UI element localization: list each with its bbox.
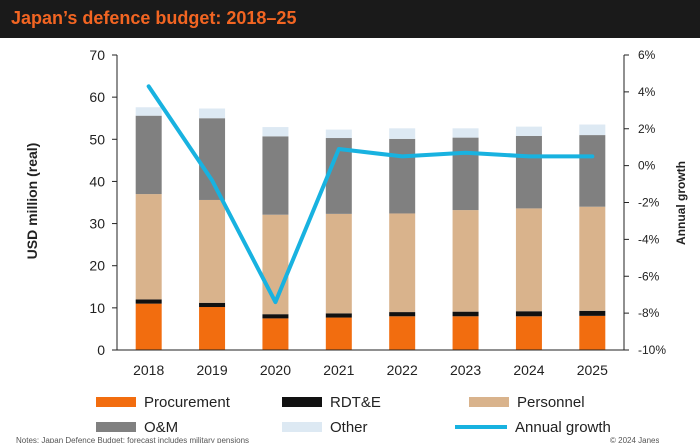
legend-swatch-other [282, 422, 322, 432]
bar-segment-o-m-2022 [389, 138, 416, 214]
legend-annual-growth: Annual growth [455, 417, 611, 437]
y2-tick-label: -10% [638, 343, 666, 357]
legend-swatch-om [96, 422, 136, 432]
bar-segment-rdt-e-2024 [515, 311, 542, 317]
legend-label-rdte: RDT&E [330, 393, 381, 411]
legend-label-om: O&M [144, 418, 179, 436]
y-axis-label: USD million (real) [24, 143, 40, 260]
x-tick-label: 2023 [450, 362, 481, 378]
bar-segment-procurement-2019 [199, 307, 226, 350]
bar-segment-procurement-2024 [515, 316, 542, 350]
bar-segment-procurement-2020 [262, 318, 289, 350]
x-tick-label: 2018 [133, 362, 164, 378]
left-axis-ticks: 0 10 20 30 40 50 60 70 [89, 47, 117, 358]
bar-segment-o-m-2025 [579, 135, 606, 207]
right-axis-ticks: -10% -8% -6% -4% -2% 0% 2% 4% 6% [624, 48, 666, 357]
bar-segment-rdt-e-2019 [199, 302, 226, 308]
bar-segment-other-2022 [389, 128, 416, 139]
stacked-bars [135, 107, 606, 350]
y2-tick-label: 6% [638, 48, 656, 62]
y-tick-label: 10 [89, 300, 105, 316]
bar-segment-personnel-2025 [579, 206, 606, 311]
footnote: Notes: Japan Defence Budget; forecast in… [16, 436, 250, 443]
legend-personnel: Personnel [469, 392, 585, 412]
bar-segment-o-m-2018 [135, 115, 162, 195]
bar-segment-other-2025 [579, 124, 606, 136]
legend-rdte: RDT&E [282, 392, 381, 412]
bar-segment-procurement-2022 [389, 316, 416, 350]
x-tick-label: 2019 [196, 362, 227, 378]
bar-segment-other-2019 [199, 108, 226, 119]
y-tick-label: 60 [89, 89, 105, 105]
bar-segment-personnel-2024 [515, 208, 542, 312]
bar-segment-rdt-e-2020 [262, 314, 289, 319]
footnote-credit: © 2024 Janes [610, 436, 660, 443]
legend-swatch-procurement [96, 397, 136, 407]
legend-swatch-personnel [469, 397, 509, 407]
y2-tick-label: -8% [638, 306, 660, 320]
bar-segment-procurement-2025 [579, 315, 606, 350]
y2-tick-label: 0% [638, 159, 656, 173]
legend-label-other: Other [330, 418, 368, 436]
x-tick-label: 2022 [387, 362, 418, 378]
y-tick-label: 40 [89, 173, 105, 189]
y2-tick-label: 4% [638, 85, 656, 99]
annual-growth-line [146, 84, 595, 305]
bar-segment-other-2021 [325, 129, 352, 139]
x-tick-label: 2024 [513, 362, 544, 378]
bar-segment-personnel-2021 [325, 213, 352, 314]
bar-segment-o-m-2020 [262, 136, 289, 215]
y2-tick-label: -4% [638, 232, 660, 246]
bar-segment-rdt-e-2023 [452, 311, 479, 317]
legend: Procurement RDT&E Personnel O&M Other An… [0, 388, 700, 443]
title-bar: Japan’s defence budget: 2018–25 [0, 0, 700, 38]
y-tick-label: 20 [89, 258, 105, 274]
bar-segment-o-m-2023 [452, 137, 479, 211]
legend-swatch-rdte [282, 397, 322, 407]
y-tick-label: 30 [89, 216, 105, 232]
y2-axis-label: Annual growth [674, 161, 688, 245]
x-axis-labels: 2018 2019 2020 2021 2022 2023 2024 2025 [133, 362, 608, 378]
x-tick-label: 2025 [577, 362, 608, 378]
y2-tick-label: -2% [638, 196, 660, 210]
legend-label-personnel: Personnel [517, 393, 585, 411]
bar-segment-other-2024 [515, 126, 542, 136]
x-tick-label: 2021 [323, 362, 354, 378]
bar-segment-rdt-e-2018 [135, 299, 162, 304]
x-tick-label: 2020 [260, 362, 291, 378]
legend-label-annual-growth: Annual growth [515, 418, 611, 436]
y2-tick-label: -6% [638, 269, 660, 283]
axes [116, 55, 625, 351]
legend-procurement: Procurement [96, 392, 230, 412]
bar-segment-o-m-2024 [515, 135, 542, 209]
legend-label-procurement: Procurement [144, 393, 230, 411]
y-tick-label: 50 [89, 131, 105, 147]
bar-segment-o-m-2019 [199, 118, 226, 200]
chart-title: Japan’s defence budget: 2018–25 [11, 8, 297, 28]
y-tick-label: 70 [89, 47, 105, 63]
bar-segment-personnel-2023 [452, 210, 479, 312]
y-tick-label: 0 [97, 342, 105, 358]
legend-om: O&M [96, 417, 178, 437]
chart-plot: 0 10 20 30 40 50 60 70 -10% -8% -6% -4% -2% 0% 2% 4% 6%… [24, 47, 688, 378]
bar-segment-other-2018 [135, 107, 162, 116]
bar-segment-rdt-e-2021 [325, 313, 352, 318]
bar-segment-rdt-e-2025 [579, 310, 606, 316]
bar-segment-rdt-e-2022 [389, 312, 416, 317]
bar-segment-procurement-2021 [325, 317, 352, 350]
growth-line-layer [146, 84, 595, 305]
bar-segment-other-2020 [262, 127, 289, 137]
bar-segment-personnel-2019 [199, 199, 226, 303]
y2-tick-label: 2% [638, 122, 656, 136]
bar-segment-personnel-2018 [135, 194, 162, 300]
legend-other: Other [282, 417, 368, 437]
bar-segment-other-2023 [452, 128, 479, 138]
legend-swatch-annual-growth [455, 425, 507, 429]
bar-segment-procurement-2018 [135, 303, 162, 350]
bar-segment-procurement-2023 [452, 316, 479, 350]
bar-segment-personnel-2022 [389, 213, 416, 313]
